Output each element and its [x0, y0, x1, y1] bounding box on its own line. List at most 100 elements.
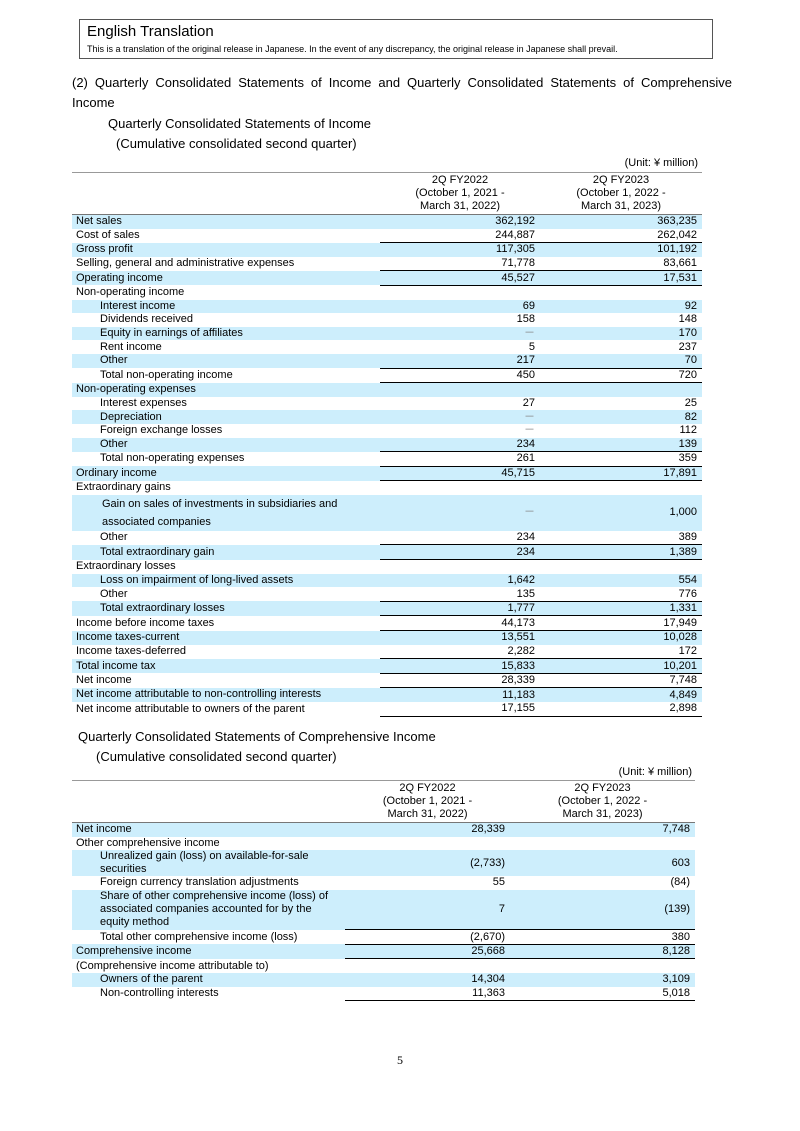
row-value: 44,173 [380, 615, 540, 631]
row-value: － [380, 326, 540, 341]
row-label: Net income [72, 822, 345, 837]
row-value: 362,192 [380, 214, 540, 229]
row-value: 27 [522, 397, 535, 410]
row-label: Income before income taxes [76, 616, 215, 629]
row-value [540, 382, 702, 397]
column-header-line: March 31, 2023) [580, 200, 662, 212]
row-value: 101,192 [540, 242, 702, 257]
row-value: (139) [510, 889, 695, 930]
table-row: Comprehensive income 25,668 8,128 [72, 943, 695, 959]
row-value: 17,155 [380, 702, 540, 717]
row-label: Non-controlling interests [100, 987, 219, 1000]
banner-title: English Translation [87, 23, 214, 40]
table-row: Total extraordinary losses 1,777 1,331 [72, 600, 702, 616]
row-value [380, 284, 540, 300]
table-row: Ordinary income 45,715 17,891 [72, 465, 702, 481]
column-header-line: (October 1, 2022 - [576, 187, 666, 199]
column-header-line: March 31, 2022) [387, 808, 468, 820]
row-label: Income taxes-deferred [76, 645, 187, 658]
row-value: 148 [678, 313, 697, 326]
row-label: Net income attributable to non-controlli… [72, 687, 380, 702]
row-label: Interest income [72, 299, 380, 314]
row-label: Net income [76, 674, 132, 687]
row-value [540, 480, 702, 495]
table-row: Net income attributable to owners of the… [72, 702, 702, 717]
row-label: Other comprehensive income [76, 836, 220, 849]
column-header: 2Q FY2023 (October 1, 2022 - March 31, 202… [510, 780, 695, 823]
table-row: Owners of the parent 14,304 3,109 [72, 973, 695, 987]
table-row: Other 234 139 [72, 437, 702, 452]
row-value [380, 559, 540, 574]
row-value: 70 [540, 353, 702, 369]
table-row: Income before income taxes 44,173 17,949 [72, 615, 702, 631]
column-header-line: 2Q FY2023 [592, 174, 650, 186]
row-label: Equity in earnings of affiliates [72, 326, 380, 341]
row-value: 2,898 [540, 702, 702, 717]
table-row: Foreign exchange losses － 112 [72, 424, 702, 438]
row-value: 13,551 [380, 630, 540, 645]
column-header-line: (October 1, 2021 - [415, 187, 505, 199]
row-value [345, 958, 510, 974]
table-row: Foreign currency translation adjustments… [72, 876, 695, 890]
row-value [380, 480, 540, 495]
column-header-line: (October 1, 2022 - [557, 795, 648, 807]
row-label: Share of other comprehensive income (los… [72, 889, 345, 930]
row-value: 720 [540, 367, 702, 383]
row-value [510, 837, 695, 851]
row-label: Ordinary income [72, 466, 380, 481]
row-value: 363,235 [540, 214, 702, 229]
income-unit-label: (Unit: ¥ million) [624, 157, 698, 169]
row-value: 28,339 [380, 672, 540, 688]
row-label: Extraordinary gains [76, 481, 171, 494]
row-value: 170 [540, 326, 702, 341]
row-value: 7,748 [540, 672, 702, 688]
table-row: Total extraordinary gain 234 1,389 [72, 544, 702, 560]
column-header-line: March 31, 2023) [562, 808, 643, 820]
row-label: Depreciation [72, 410, 380, 424]
table-row: Interest income 69 92 [72, 299, 702, 314]
table-row: Total non-operating income 450 720 [72, 367, 702, 383]
page-number: 5 [397, 1053, 403, 1067]
row-value: 82 [540, 410, 702, 424]
table-row: Unrealized gain (loss) on available-for-… [72, 850, 695, 877]
column-header-line: (October 1, 2021 - [382, 795, 473, 807]
table-row: Operating income 45,527 17,531 [72, 270, 702, 286]
row-value: 261 [380, 451, 540, 467]
row-value: 7 [345, 889, 510, 930]
row-value: 389 [678, 531, 697, 544]
comprehensive-statement-subtitle: (Cumulative consolidated second quarter) [96, 749, 337, 764]
row-label: Total extraordinary losses [72, 601, 380, 616]
row-value: 234 [380, 437, 540, 452]
row-value: 11,363 [345, 986, 510, 1002]
table-row: Net income 28,339 7,748 [72, 672, 702, 688]
row-label: Other [100, 531, 128, 544]
row-value: 17,891 [540, 465, 702, 481]
table-row: Loss on impairment of long-lived assets 1… [72, 573, 702, 588]
income-statement-title: Quarterly Consolidated Statements of Inc… [108, 116, 372, 131]
table-row: Other 234 389 [72, 531, 702, 545]
row-value: 112 [679, 424, 697, 437]
row-value: 380 [510, 929, 695, 945]
row-label: Other [100, 587, 128, 600]
row-value: － [380, 494, 540, 531]
table-row: Share of other comprehensive income (los… [72, 889, 695, 930]
comprehensive-statement-table: 2Q FY2022 (October 1, 2021 - March 31, 202… [72, 780, 695, 1002]
row-value: 4,849 [540, 687, 702, 702]
column-header-line: March 31, 2022) [419, 200, 501, 212]
row-value: 554 [540, 573, 702, 588]
row-label: Interest expenses [100, 397, 187, 410]
comprehensive-unit-label: (Unit: ¥ million) [618, 766, 692, 778]
column-header-line: 2Q FY2022 [399, 782, 456, 794]
row-value: 1,000 [540, 494, 702, 531]
row-label: Owners of the parent [72, 973, 345, 987]
row-label: (Comprehensive income attributable to) [76, 959, 269, 972]
row-value: 450 [380, 367, 540, 383]
row-value: 25,668 [345, 943, 510, 959]
table-row: Other 217 70 [72, 353, 702, 369]
row-value: 1,777 [380, 600, 540, 616]
table-row: Rent income 5 237 [72, 340, 702, 354]
row-value: 71,778 [501, 257, 535, 270]
column-header-row: 2Q FY2022 (October 1, 2021 - March 31, 202… [72, 780, 695, 823]
row-value: 244,887 [495, 228, 535, 241]
